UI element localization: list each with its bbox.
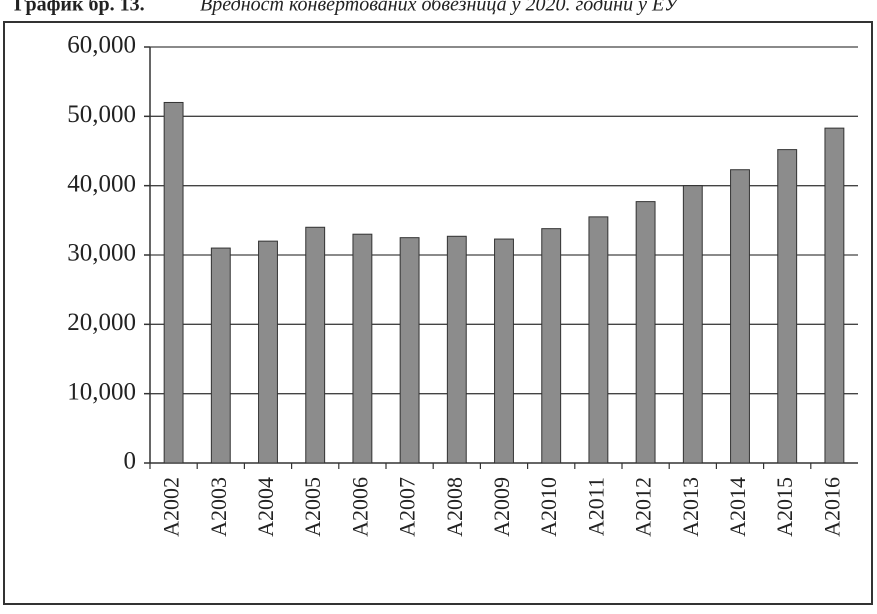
x-tick-label: A2006	[347, 477, 372, 537]
x-tick-label: A2012	[631, 477, 656, 537]
y-tick-label: 30,000	[67, 240, 136, 267]
y-tick-label: 0	[124, 448, 137, 475]
bar	[635, 201, 656, 464]
y-tick-label: 50,000	[67, 101, 136, 128]
bar	[399, 237, 420, 464]
x-tick-label: A2004	[253, 477, 278, 537]
x-tick-label: A2008	[442, 477, 467, 537]
x-tick-label: A2010	[536, 477, 561, 537]
bar	[824, 127, 845, 464]
bar	[210, 247, 231, 464]
x-tick-label: A2011	[583, 477, 608, 536]
bar	[682, 185, 703, 464]
x-tick-label: A2007	[395, 477, 420, 537]
bar	[777, 149, 798, 464]
x-tick-label: A2014	[725, 477, 750, 537]
bar	[352, 233, 373, 464]
x-tick-label: A2013	[678, 477, 703, 537]
x-tick-label: A2015	[772, 477, 797, 537]
bar	[163, 101, 184, 464]
bar	[588, 216, 609, 464]
y-tick-label: 20,000	[67, 309, 136, 336]
bar	[730, 169, 750, 464]
x-tick-label: A2016	[819, 477, 844, 537]
bar	[258, 240, 278, 464]
x-tick-label: A2002	[159, 477, 184, 537]
bar	[494, 238, 514, 464]
y-tick-label: 60,000	[67, 32, 136, 59]
chart-subtitle: Вредност конвертованих обвезница у 2020.…	[200, 0, 680, 16]
x-tick-label: A2005	[300, 477, 325, 537]
x-tick-label: A2009	[489, 477, 514, 537]
bar	[305, 226, 326, 464]
bar	[541, 228, 562, 464]
y-tick-label: 40,000	[67, 170, 136, 197]
chart-frame	[3, 21, 873, 605]
y-tick-label: 10,000	[67, 378, 136, 405]
x-tick-label: A2003	[206, 477, 231, 537]
chart-title: График бр. 13.	[14, 0, 145, 16]
bar	[446, 235, 467, 464]
